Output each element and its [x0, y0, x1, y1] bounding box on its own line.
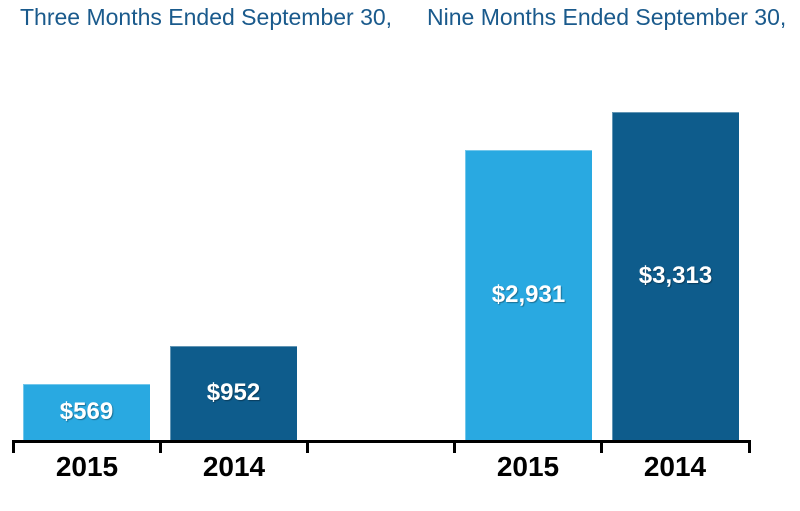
bar-value-label: $3,313 [638, 262, 713, 289]
bar-value-label: $569 [59, 398, 114, 425]
x-axis-line [13, 440, 749, 443]
bar-value-label: $952 [206, 379, 261, 406]
x-axis-tick [748, 440, 751, 453]
x-axis-tick [600, 440, 603, 453]
x-axis-year-label: 2015 [55, 451, 119, 482]
group-header-three-months: Three Months Ended September 30, [20, 4, 393, 30]
x-axis-year-label: 2014 [202, 451, 266, 482]
x-axis-tick [453, 440, 456, 453]
x-axis-tick [306, 440, 309, 453]
group-header-nine-months: Nine Months Ended September 30, [427, 4, 787, 30]
bar-three-months-2014: $952 [170, 346, 297, 440]
bar-three-months-2015: $569 [23, 384, 150, 440]
x-axis-tick [159, 440, 162, 453]
bar-value-label: $2,931 [491, 281, 566, 308]
x-axis-year-label: 2014 [643, 451, 707, 482]
bar-nine-months-2015: $2,931 [465, 150, 592, 440]
x-axis-tick [12, 440, 15, 453]
x-axis-year-label: 2015 [496, 451, 560, 482]
bar-nine-months-2014: $3,313 [612, 112, 739, 440]
